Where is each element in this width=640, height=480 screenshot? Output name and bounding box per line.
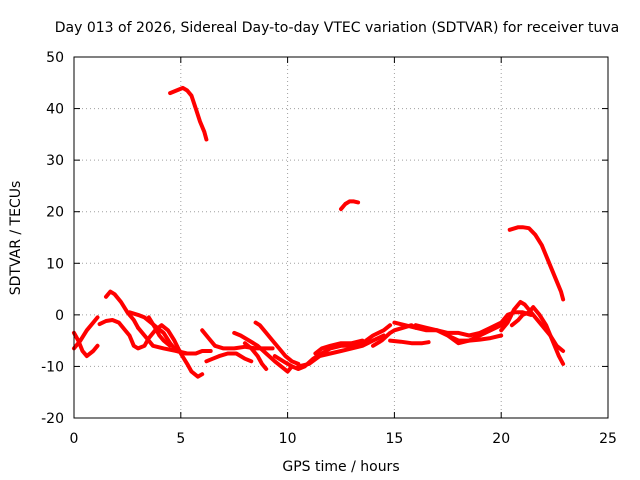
x-tick-label: 5 bbox=[176, 431, 185, 447]
series-track-19 bbox=[413, 323, 504, 343]
series-track-4 bbox=[97, 318, 205, 379]
y-tick-label: 10 bbox=[46, 256, 64, 272]
series-track-20 bbox=[435, 318, 510, 346]
series-track-15 bbox=[313, 338, 365, 356]
series-track-5 bbox=[127, 310, 213, 356]
y-tick-labels: -20 -10 0 10 20 30 40 50 bbox=[41, 50, 64, 427]
grid-lines bbox=[74, 57, 608, 418]
y-tick-label: 30 bbox=[46, 153, 64, 169]
series-track-12 bbox=[253, 320, 301, 366]
series-track-9 bbox=[204, 351, 254, 364]
x-tick-label: 15 bbox=[385, 431, 403, 447]
x-tick-label: 0 bbox=[70, 431, 79, 447]
axis-ticks bbox=[73, 56, 609, 419]
series-track-24 bbox=[339, 199, 361, 212]
x-tick-label: 20 bbox=[492, 431, 510, 447]
series-track-13 bbox=[272, 323, 393, 371]
series-track-14 bbox=[296, 333, 386, 369]
x-tick-labels: 0 5 10 15 20 25 bbox=[70, 431, 617, 447]
series-track-25 bbox=[507, 225, 566, 302]
x-tick-label: 25 bbox=[599, 431, 617, 447]
x-axis-label: GPS time / hours bbox=[282, 459, 399, 475]
series-track-23 bbox=[168, 85, 209, 142]
chart-title: Day 013 of 2026, Sidereal Day-to-day VTE… bbox=[55, 20, 619, 36]
series-track-11 bbox=[242, 341, 269, 371]
x-tick-label: 10 bbox=[279, 431, 297, 447]
series-track-2 bbox=[72, 315, 100, 351]
series-track-1 bbox=[72, 330, 100, 359]
series-track-3 bbox=[104, 289, 141, 330]
series-track-10 bbox=[232, 330, 294, 374]
series-track-7 bbox=[146, 315, 173, 348]
y-tick-label: -20 bbox=[41, 411, 64, 427]
series-track-17 bbox=[388, 338, 431, 346]
y-tick-label: -10 bbox=[41, 359, 64, 375]
data-series bbox=[72, 85, 566, 379]
plot-frame bbox=[73, 56, 609, 419]
y-tick-label: 0 bbox=[55, 308, 64, 324]
series-track-22 bbox=[509, 305, 566, 366]
y-tick-label: 50 bbox=[46, 50, 64, 66]
y-tick-label: 20 bbox=[46, 205, 64, 221]
y-axis-label: SDTVAR / TECUs bbox=[8, 181, 24, 296]
y-tick-label: 40 bbox=[46, 102, 64, 118]
series-track-6 bbox=[136, 325, 190, 356]
